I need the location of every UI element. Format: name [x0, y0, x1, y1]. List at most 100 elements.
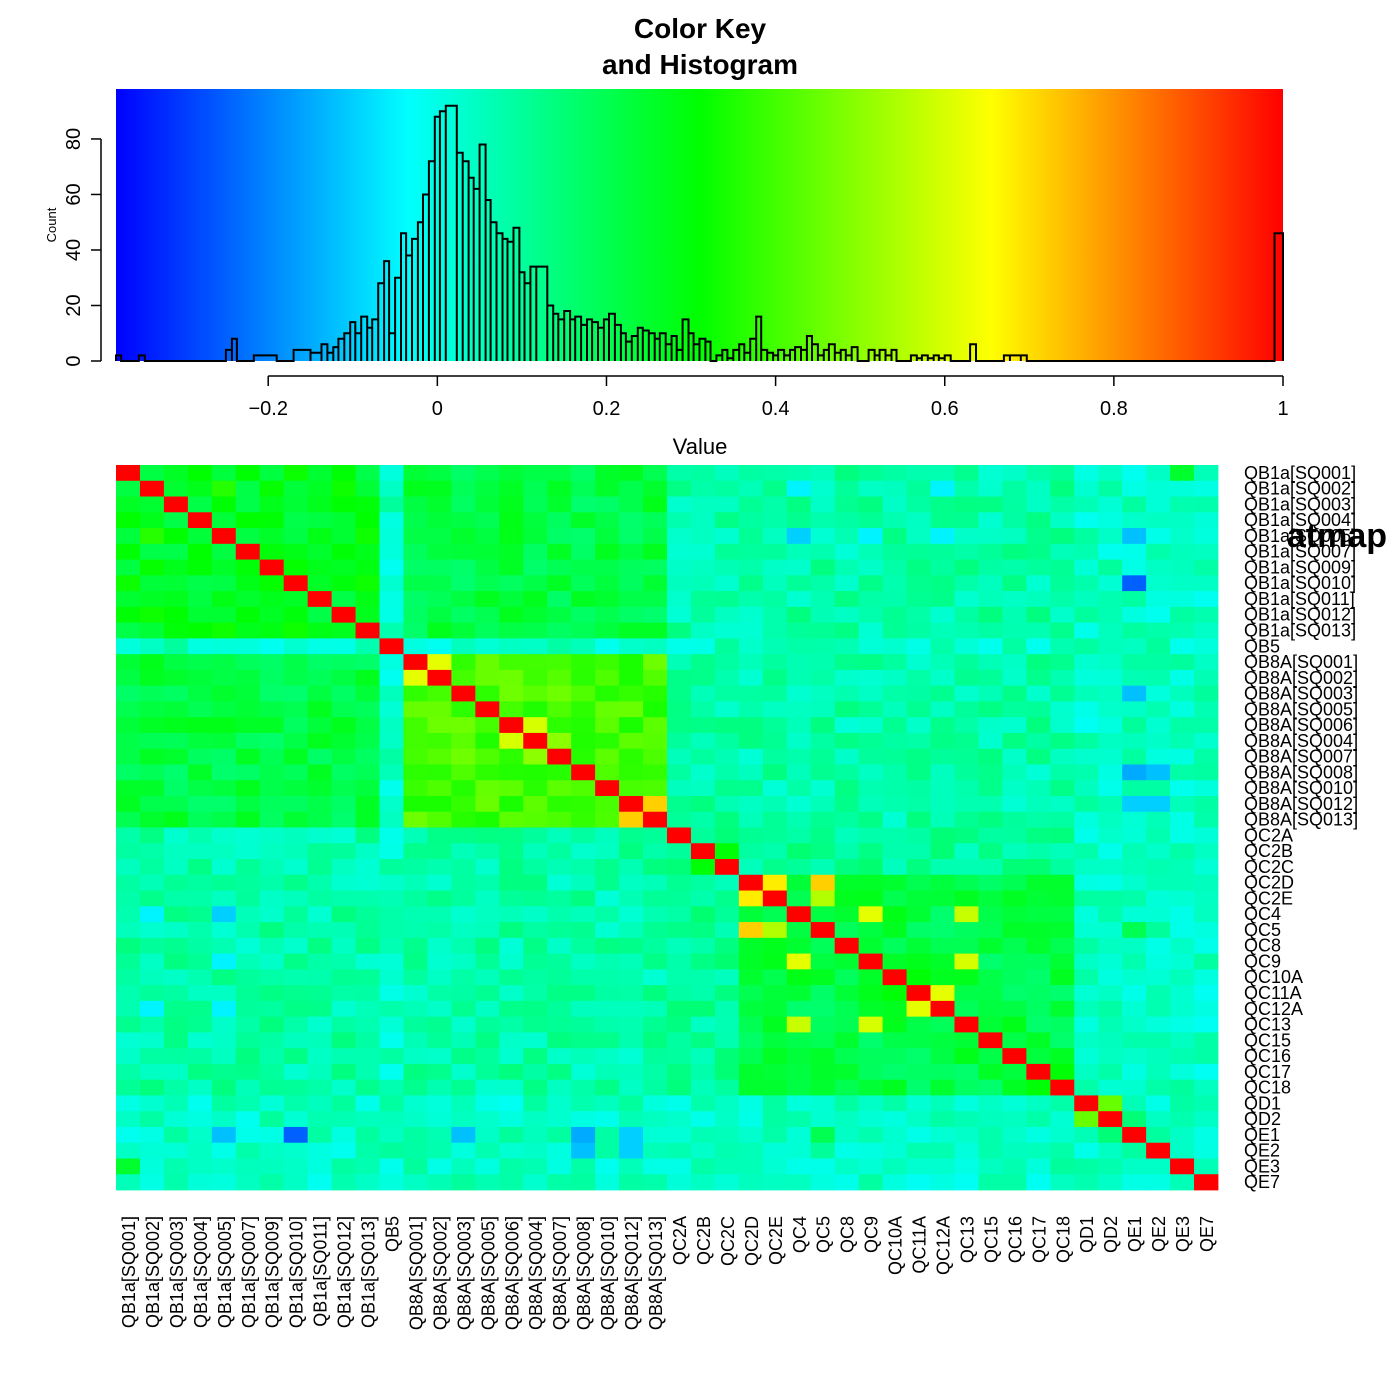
heatmap-cell	[1170, 1032, 1195, 1049]
heatmap-cell	[786, 1000, 812, 1018]
heatmap-cell	[379, 654, 404, 671]
heatmap-cell	[403, 906, 428, 923]
heatmap-cell	[1194, 795, 1219, 813]
heatmap-cell	[810, 685, 836, 702]
heatmap-cell	[259, 1158, 285, 1175]
heatmap-cell	[523, 543, 548, 560]
heatmap-cell	[1050, 795, 1075, 813]
col-label: QB1a[SQ010]	[287, 1216, 307, 1328]
heatmap-cell	[403, 953, 428, 970]
heatmap-cell	[1098, 1174, 1123, 1191]
heatmap-cell	[1122, 874, 1147, 891]
col-label: QB8A[SQ010]	[598, 1216, 618, 1330]
heatmap-cell	[1026, 1174, 1051, 1191]
heatmap-cell	[403, 543, 428, 560]
heatmap-cell	[331, 685, 356, 702]
heatmap-cell	[355, 985, 380, 1002]
heatmap-cell	[427, 543, 452, 560]
heatmap-cell	[1002, 606, 1027, 624]
heatmap-cell	[1170, 1095, 1195, 1112]
heatmap-cell	[714, 811, 740, 828]
heatmap-cell	[211, 843, 237, 860]
heatmap-cell	[379, 906, 404, 923]
heatmap-cell	[1122, 559, 1147, 576]
heatmap-cell	[1026, 1111, 1051, 1128]
heatmap-cell	[547, 1158, 572, 1175]
heatmap-cell	[714, 859, 740, 876]
heatmap-cell	[355, 1016, 380, 1033]
heatmap-cell	[139, 654, 165, 671]
heatmap-cell	[355, 606, 380, 624]
heatmap-cell	[954, 465, 979, 482]
heatmap-cell	[283, 953, 309, 970]
heatmap-cell	[1098, 1126, 1123, 1144]
heatmap-cell	[1098, 701, 1123, 718]
heatmap-cell	[1122, 606, 1147, 624]
heatmap-cell	[882, 890, 907, 907]
heatmap-cell	[379, 528, 404, 545]
heatmap-cell	[1146, 622, 1171, 639]
heatmap-cell	[738, 559, 764, 576]
heatmap-cell	[1074, 1142, 1099, 1159]
heatmap-cell	[1170, 1016, 1195, 1033]
row-label: QC2A	[1244, 825, 1293, 845]
heatmap-cell	[1122, 701, 1147, 718]
heatmap-cell	[786, 969, 812, 986]
heatmap-cell	[1002, 1079, 1027, 1096]
heatmap-cell	[283, 1174, 309, 1191]
heatmap-cell	[403, 1032, 428, 1049]
row-label: QC2E	[1244, 888, 1293, 908]
heatmap-cell	[978, 953, 1003, 970]
heatmap-cell	[139, 622, 165, 639]
heatmap-cell	[235, 512, 261, 529]
heatmap-cell	[163, 1158, 189, 1175]
heatmap-cell	[906, 843, 931, 860]
heatmap-cell	[786, 827, 812, 844]
heatmap-cell	[1194, 874, 1219, 891]
heatmap-cell	[283, 1000, 309, 1018]
heatmap-cell	[595, 591, 620, 608]
heatmap-cell	[1050, 969, 1075, 986]
heatmap-cell	[355, 859, 380, 876]
heatmap-cell	[1026, 1095, 1051, 1112]
heatmap-cell	[690, 528, 716, 545]
heatmap-cell	[738, 843, 764, 860]
heatmap-cell	[1194, 1016, 1219, 1033]
heatmap-cell	[906, 559, 931, 576]
heatmap-cell	[1074, 543, 1099, 560]
heatmap-cell	[523, 1032, 548, 1049]
row-label: QE7	[1244, 1172, 1280, 1192]
heatmap-cell	[211, 732, 237, 750]
heatmap-cell	[427, 827, 452, 844]
heatmap-cell	[595, 843, 620, 860]
heatmap-cell	[882, 969, 907, 986]
heatmap-cell	[1050, 575, 1075, 592]
heatmap-cell	[882, 937, 907, 954]
heatmap-cell	[978, 528, 1003, 545]
heatmap-cell	[451, 969, 476, 986]
heatmap-cell	[427, 922, 452, 939]
heatmap-cell	[379, 732, 404, 750]
heatmap-cell	[954, 1016, 979, 1033]
heatmap-cell	[1026, 1063, 1051, 1081]
heatmap-cell	[643, 1000, 668, 1018]
heatmap-cell	[978, 465, 1003, 482]
heatmap-cell	[1146, 1142, 1171, 1159]
heatmap-cell	[1050, 764, 1075, 781]
heatmap-cell	[331, 985, 356, 1002]
heatmap-cell	[1122, 953, 1147, 970]
heatmap-cell	[738, 780, 764, 797]
heatmap-cell	[1098, 591, 1123, 608]
heatmap-cell	[116, 969, 141, 986]
heatmap-cell	[1050, 1095, 1075, 1112]
heatmap-cell	[163, 795, 189, 813]
heatmap-cell	[547, 795, 572, 813]
heatmap-cell	[547, 827, 572, 844]
heatmap-cell	[786, 1032, 812, 1049]
heatmap-cell	[331, 1000, 356, 1018]
heatmap-cell	[163, 1095, 189, 1112]
heatmap-cell	[187, 669, 213, 687]
heatmap-cell	[858, 969, 884, 986]
heatmap-cell	[403, 985, 428, 1002]
heatmap-cell	[163, 1048, 189, 1065]
